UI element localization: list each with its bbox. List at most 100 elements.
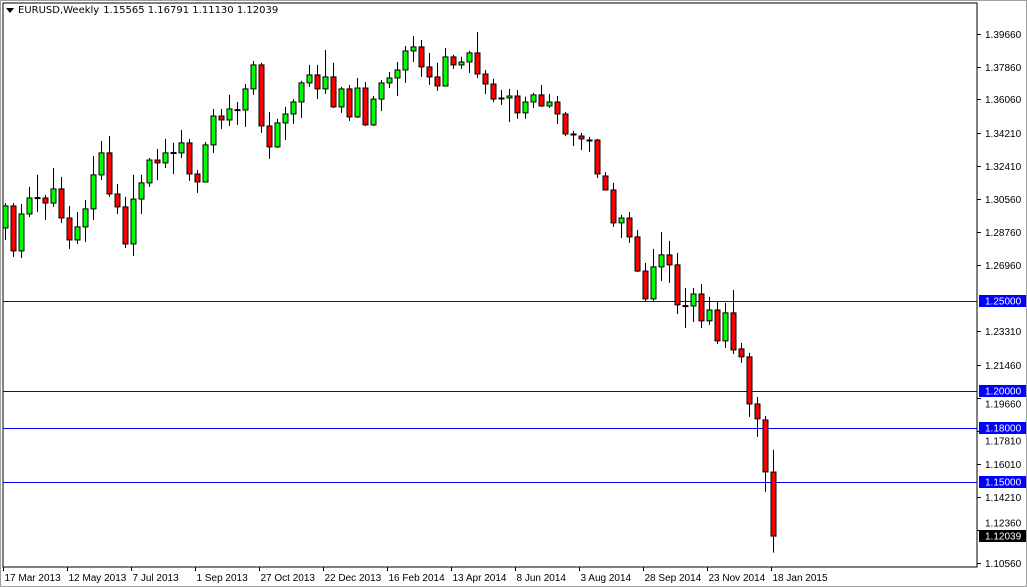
chart-header: EURUSD,Weekly 1.15565 1.16791 1.11130 1.… xyxy=(6,5,278,16)
hline-price-label: 1.15000 xyxy=(985,478,1022,489)
bear-candle xyxy=(346,88,353,118)
bear-candle xyxy=(418,46,425,68)
bull-candle xyxy=(386,77,393,84)
bull-candle xyxy=(234,109,241,112)
hline-price-label-bg xyxy=(979,476,1026,488)
bull-candle xyxy=(338,88,345,108)
x-tick-label: 3 Aug 2014 xyxy=(581,573,632,584)
y-tick-label: 1.39660 xyxy=(985,30,1022,41)
y-tick-label: 1.36060 xyxy=(985,95,1022,106)
bull-candle xyxy=(202,144,209,183)
plot-area xyxy=(2,2,978,568)
x-tick-label: 1 Sep 2013 xyxy=(197,573,249,584)
bull-candle xyxy=(130,198,137,245)
y-tick-label: 1.12360 xyxy=(985,519,1022,530)
bear-candle xyxy=(498,97,505,100)
bull-candle xyxy=(394,69,401,79)
hline-price-label-bg xyxy=(979,385,1026,397)
bear-candle xyxy=(738,348,745,358)
bull-candle xyxy=(722,312,729,342)
bull-candle xyxy=(50,188,57,204)
dropdown-triangle-icon[interactable] xyxy=(6,8,14,13)
bear-candle xyxy=(602,175,609,191)
bear-candle xyxy=(266,125,273,148)
hline-price-label: 1.18000 xyxy=(985,424,1022,435)
bull-candle xyxy=(370,98,377,126)
bull-candle xyxy=(34,197,41,200)
bull-candle xyxy=(290,101,297,115)
bear-candle xyxy=(314,74,321,90)
bear-candle xyxy=(10,205,17,252)
bull-candle xyxy=(162,152,169,164)
bear-candle xyxy=(66,217,73,241)
bear-candle xyxy=(514,95,521,114)
bull-candle xyxy=(2,205,9,229)
y-tick-label: 1.37860 xyxy=(985,63,1022,74)
bear-candle xyxy=(218,115,225,121)
bull-candle xyxy=(298,82,305,103)
bear-candle xyxy=(330,76,337,108)
y-tick-label: 1.26960 xyxy=(985,261,1022,272)
bull-candle xyxy=(506,95,513,99)
bear-candle xyxy=(570,133,577,136)
bear-candle xyxy=(666,254,673,266)
bear-candle xyxy=(730,312,737,351)
y-tick-label: 1.32410 xyxy=(985,162,1022,173)
bull-candle xyxy=(306,74,313,84)
bull-candle xyxy=(682,305,689,308)
bear-candle xyxy=(642,270,649,300)
bear-candle xyxy=(610,189,617,224)
hline-price-label-bg xyxy=(979,422,1026,434)
bull-candle xyxy=(138,182,145,200)
bull-candle xyxy=(322,76,329,90)
bull-candle xyxy=(546,101,553,107)
y-tick-label: 1.21460 xyxy=(985,361,1022,372)
bear-candle xyxy=(674,264,681,306)
bear-candle xyxy=(578,135,585,140)
bull-candle xyxy=(82,208,89,228)
bear-candle xyxy=(762,419,769,473)
y-tick-label: 1.17810 xyxy=(985,437,1022,448)
bear-candle xyxy=(626,217,633,238)
bear-candle xyxy=(186,142,193,175)
bull-candle xyxy=(658,254,665,268)
bear-candle xyxy=(698,293,705,322)
bear-candle xyxy=(450,56,457,66)
y-tick-label: 1.16010 xyxy=(985,460,1022,471)
bear-candle xyxy=(426,66,433,78)
hline-price-label-bg xyxy=(979,295,1026,307)
bull-candle xyxy=(242,88,249,111)
y-tick-label: 1.10560 xyxy=(985,559,1022,570)
bear-candle xyxy=(490,83,497,100)
bear-candle xyxy=(770,471,777,537)
bear-candle xyxy=(594,139,601,175)
bear-candle xyxy=(538,94,545,107)
bull-candle xyxy=(530,94,537,103)
bull-candle xyxy=(690,293,697,307)
x-tick-label: 12 May 2013 xyxy=(69,573,127,584)
y-tick-label: 1.19660 xyxy=(985,400,1022,411)
bull-candle xyxy=(522,101,529,114)
bear-candle xyxy=(474,52,481,75)
y-tick-label: 1.28760 xyxy=(985,228,1022,239)
x-tick-label: 16 Feb 2014 xyxy=(389,573,446,584)
bull-candle xyxy=(458,61,465,66)
current-price-label-bg xyxy=(979,530,1026,542)
bull-candle xyxy=(210,115,217,146)
bear-candle xyxy=(586,139,593,142)
bull-candle xyxy=(402,50,409,71)
y-tick-label: 1.23310 xyxy=(985,327,1022,338)
ohlc-readout: 1.15565 1.16791 1.11130 1.12039 xyxy=(103,5,279,16)
x-tick-label: 23 Nov 2014 xyxy=(709,573,766,584)
bear-candle xyxy=(754,403,761,420)
bear-candle xyxy=(106,152,113,195)
bear-candle xyxy=(746,356,753,405)
bear-candle xyxy=(634,236,641,272)
x-tick-label: 28 Sep 2014 xyxy=(645,573,702,584)
bull-candle xyxy=(650,266,657,300)
bear-candle xyxy=(58,188,65,219)
bear-candle xyxy=(562,113,569,135)
bear-candle xyxy=(714,309,721,342)
